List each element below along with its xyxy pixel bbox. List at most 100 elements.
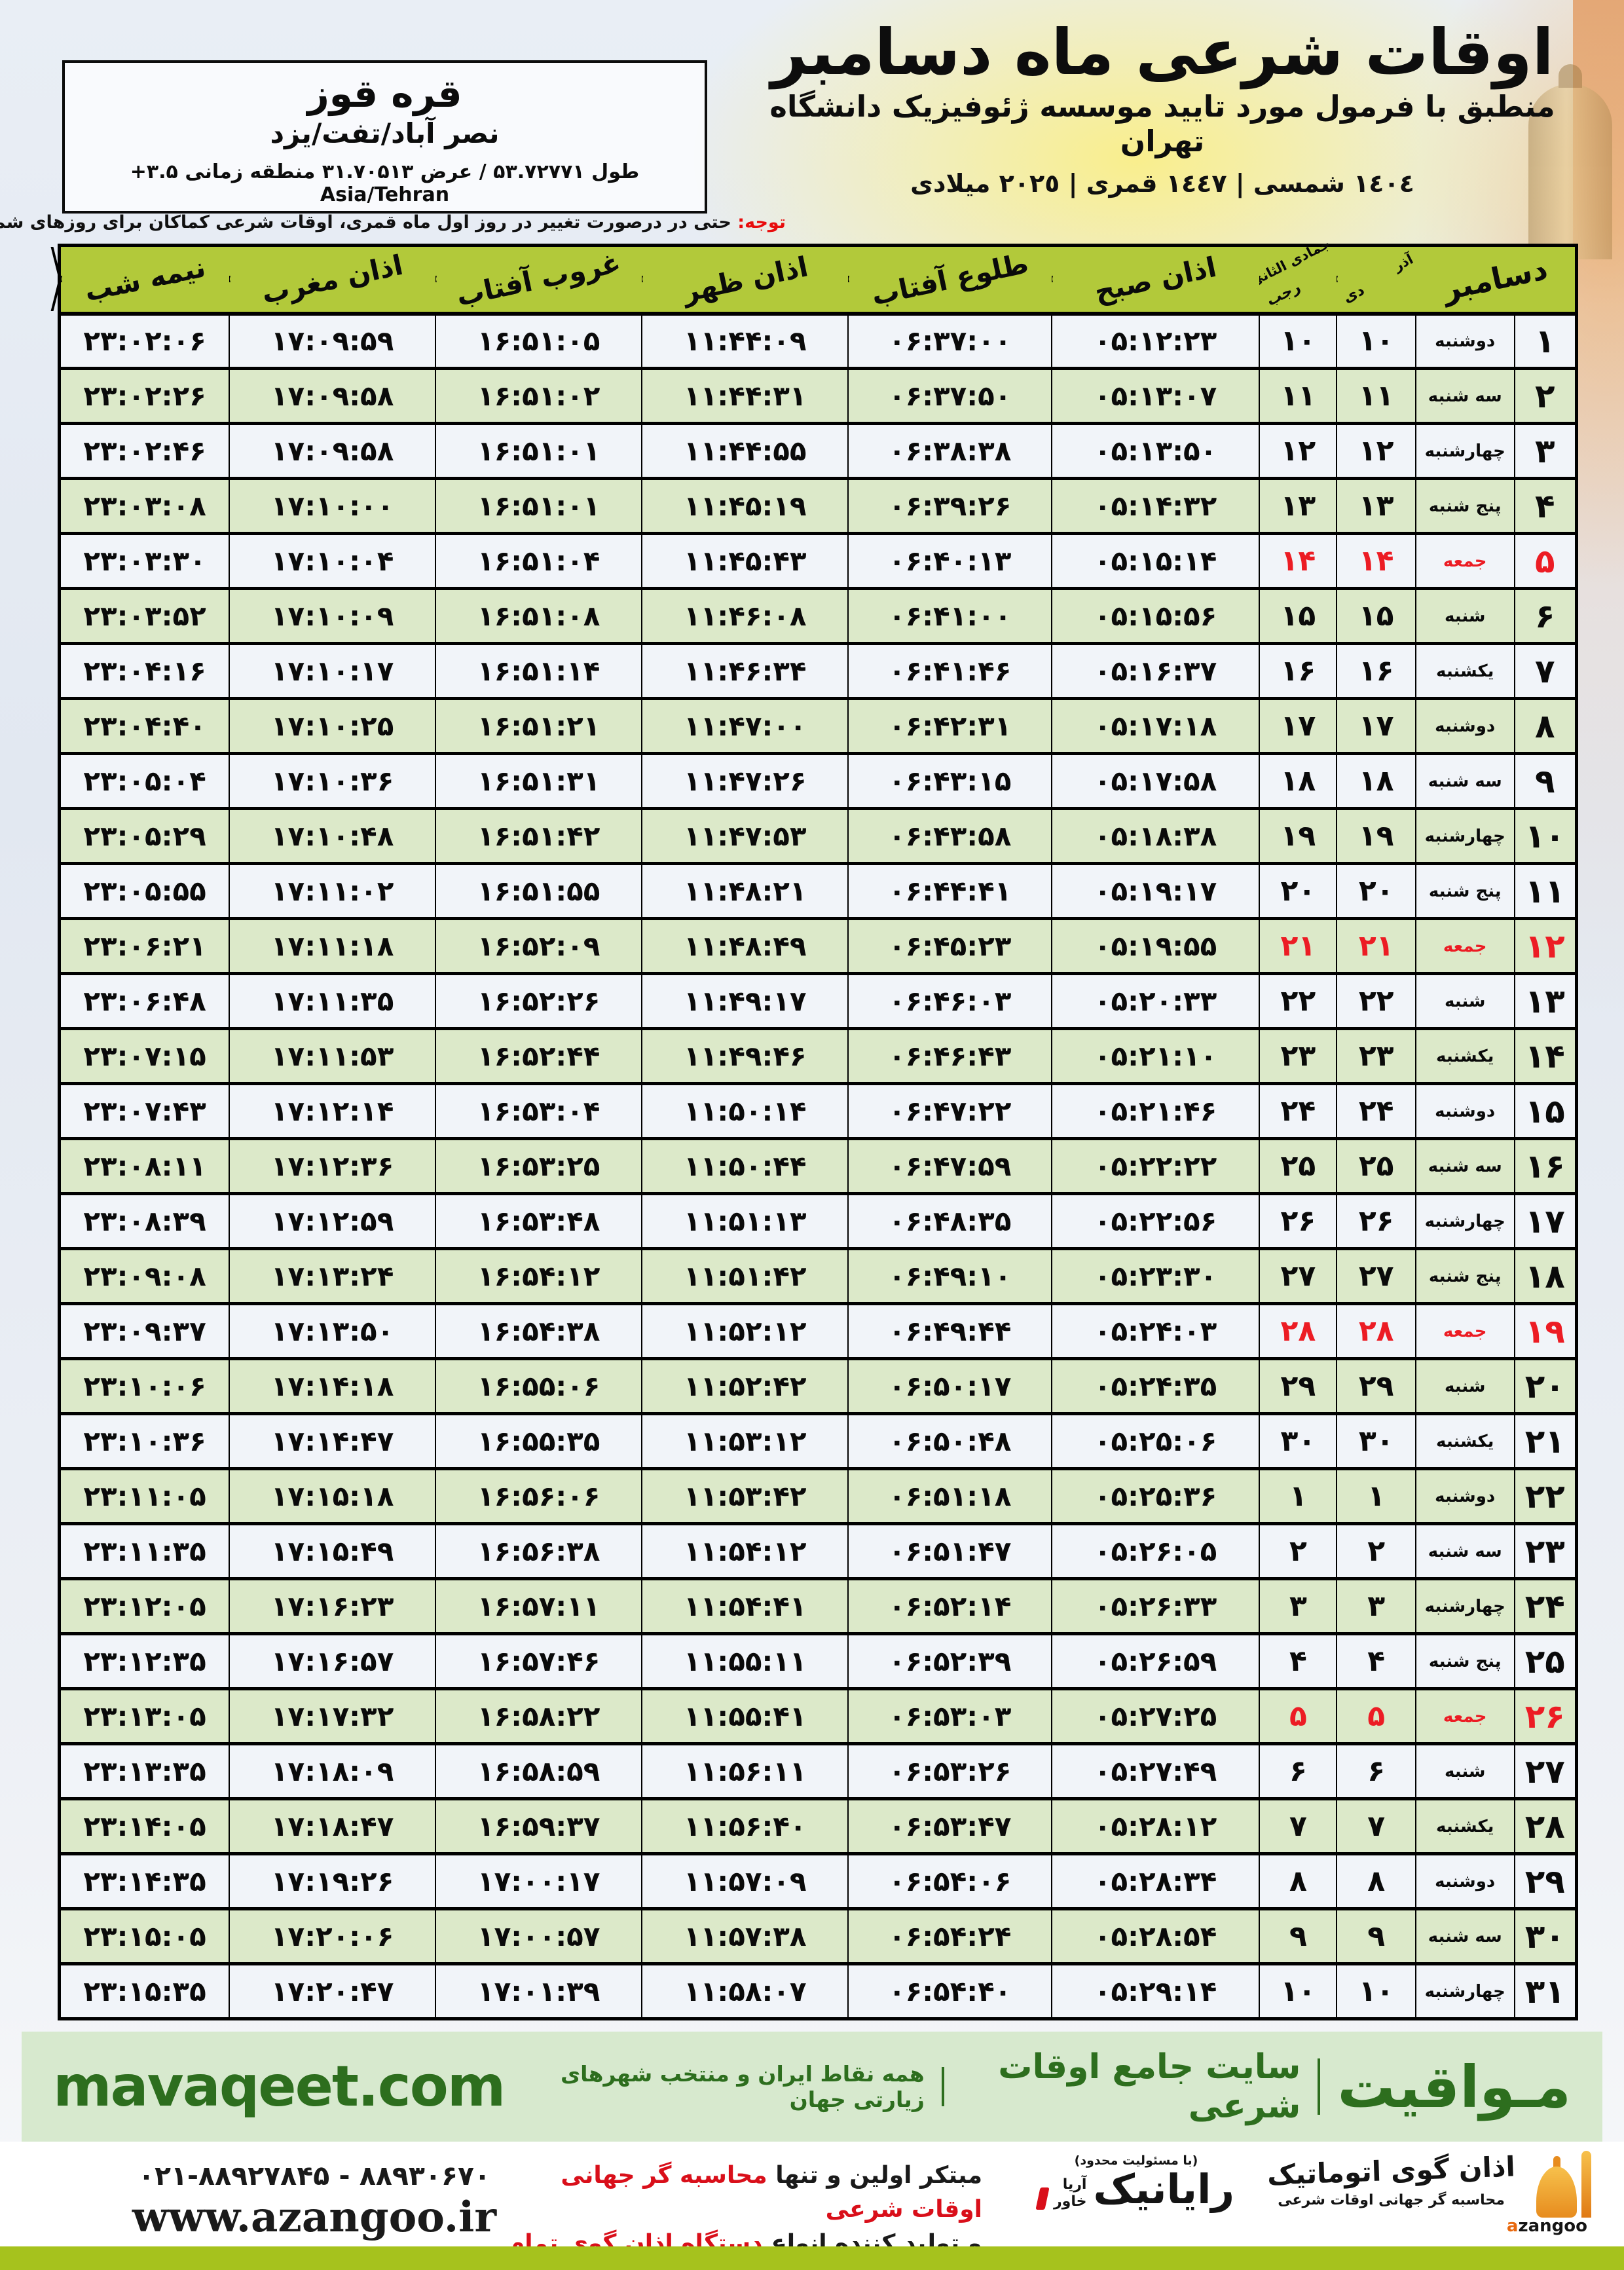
sunset-time: ۱۶:۵۱:۵۵ bbox=[435, 862, 643, 920]
jalali-day-number: ۲ bbox=[1336, 1522, 1416, 1580]
midnight-time: ۲۳:۱۴:۰۵ bbox=[58, 1797, 231, 1855]
maghrib-time: ۱۷:۱۴:۴۷ bbox=[229, 1412, 437, 1470]
midnight-time: ۲۳:۱۰:۳۶ bbox=[58, 1412, 231, 1470]
weekday-name: دوشنبه bbox=[1414, 697, 1515, 754]
fajr-time: ۰۵:۲۷:۴۹ bbox=[1050, 1742, 1261, 1800]
december-day-number: ۳۱ bbox=[1513, 1962, 1578, 2020]
header-dhuhr: اذان ظهر bbox=[642, 245, 849, 316]
midnight-time: ۲۳:۰۸:۱۱ bbox=[58, 1137, 231, 1195]
table-row: ۳ چهارشنبه ۱۲ ۱۲ ۰۵:۱۳:۵۰ ۰۶:۳۸:۳۸ ۱۱:۴۴… bbox=[58, 422, 1578, 479]
sunset-time: ۱۶:۵۹:۳۷ bbox=[435, 1797, 643, 1855]
table-row: ۱۴ یکشنبه ۲۳ ۲۳ ۰۵:۲۱:۱۰ ۰۶:۴۶:۴۳ ۱۱:۴۹:… bbox=[58, 1027, 1578, 1085]
december-day-number: ۲۰ bbox=[1513, 1357, 1578, 1415]
dhuhr-time: ۱۱:۵۵:۱۱ bbox=[641, 1632, 849, 1690]
contact-block: ۰۲۱-۸۸۹۲۷۸۴۵ - ۸۸۹۳۰۶۷۰ www.azangoo.ir bbox=[111, 2160, 517, 2242]
azangoo-brand: azangoo bbox=[1507, 2216, 1587, 2236]
notice-text: حتی در درصورت تغییر در روز اول ماه قمری،… bbox=[0, 212, 731, 233]
dome-minaret bbox=[1581, 2151, 1591, 2218]
jalali-day-number: ۱۱ bbox=[1336, 367, 1416, 424]
dhuhr-time: ۱۱:۴۴:۳۱ bbox=[641, 367, 849, 424]
midnight-time: ۲۳:۱۱:۳۵ bbox=[58, 1522, 231, 1580]
sunrise-time: ۰۶:۵۰:۱۷ bbox=[847, 1357, 1052, 1415]
sunset-time: ۱۶:۵۴:۱۲ bbox=[435, 1247, 643, 1305]
december-day-number: ۲ bbox=[1513, 367, 1578, 424]
sunrise-time: ۰۶:۳۷:۰۰ bbox=[847, 312, 1052, 369]
jalali-day-number: ۱۶ bbox=[1336, 642, 1416, 699]
header-midnight: نیمه شب bbox=[59, 245, 230, 316]
hijri-day-number: ۱۲ bbox=[1259, 422, 1338, 479]
sunset-time: ۱۶:۵۷:۴۶ bbox=[435, 1632, 643, 1690]
table-row: ۲۶ جمعه ۵ ۵ ۰۵:۲۷:۲۵ ۰۶:۵۳:۰۳ ۱۱:۵۵:۴۱ ۱… bbox=[58, 1687, 1578, 1745]
sunrise-time: ۰۶:۳۹:۲۶ bbox=[847, 477, 1052, 534]
sunrise-time: ۰۶:۵۲:۳۹ bbox=[847, 1632, 1052, 1690]
jalali-day-number: ۲۵ bbox=[1336, 1137, 1416, 1195]
fajr-time: ۰۵:۱۵:۵۶ bbox=[1050, 587, 1261, 644]
sunrise-time: ۰۶:۴۱:۴۶ bbox=[847, 642, 1052, 699]
sunrise-time: ۰۶:۳۸:۳۸ bbox=[847, 422, 1052, 479]
sunset-time: ۱۶:۵۱:۰۵ bbox=[435, 312, 643, 369]
sunset-time: ۱۶:۵۲:۴۴ bbox=[435, 1027, 643, 1085]
sunset-time: ۱۶:۵۱:۳۱ bbox=[435, 752, 643, 809]
december-day-number: ۱۳ bbox=[1513, 972, 1578, 1030]
bottom-green-bar bbox=[0, 2246, 1624, 2270]
midnight-time: ۲۳:۱۳:۳۵ bbox=[58, 1742, 231, 1800]
december-day-number: ۲۳ bbox=[1513, 1522, 1578, 1580]
midnight-time: ۲۳:۰۴:۴۰ bbox=[58, 697, 231, 754]
sunrise-time: ۰۶:۳۷:۵۰ bbox=[847, 367, 1052, 424]
page-title: اوقات شرعی ماه دسامبر bbox=[771, 16, 1554, 89]
december-day-number: ۲۸ bbox=[1513, 1797, 1578, 1855]
dhuhr-time: ۱۱:۴۵:۱۹ bbox=[641, 477, 849, 534]
weekday-name: دوشنبه bbox=[1414, 1852, 1515, 1910]
weekday-name: سه شنبه bbox=[1414, 1907, 1515, 1965]
sunset-time: ۱۶:۵۸:۲۲ bbox=[435, 1687, 643, 1745]
maghrib-time: ۱۷:۰۹:۵۸ bbox=[229, 367, 437, 424]
sunrise-time: ۰۶:۴۸:۳۵ bbox=[847, 1192, 1052, 1250]
maghrib-time: ۱۷:۱۹:۲۶ bbox=[229, 1852, 437, 1910]
hijri-day-number: ۱۵ bbox=[1259, 587, 1338, 644]
fajr-time: ۰۵:۲۰:۳۳ bbox=[1050, 972, 1261, 1030]
december-day-number: ۳۰ bbox=[1513, 1907, 1578, 1965]
fajr-time: ۰۵:۲۶:۰۵ bbox=[1050, 1522, 1261, 1580]
minaret-illustration bbox=[1528, 64, 1612, 259]
mavaqeet-bar: مـواقیت سایت جامع اوقات شرعی همه نقاط ای… bbox=[22, 2032, 1602, 2142]
fajr-time: ۰۵:۱۳:۰۷ bbox=[1050, 367, 1261, 424]
sunset-time: ۱۷:۰۱:۳۹ bbox=[435, 1962, 643, 2020]
fajr-time: ۰۵:۱۴:۳۲ bbox=[1050, 477, 1261, 534]
fajr-time: ۰۵:۲۷:۲۵ bbox=[1050, 1687, 1261, 1745]
sunrise-time: ۰۶:۴۳:۱۵ bbox=[847, 752, 1052, 809]
midnight-time: ۲۳:۰۶:۲۱ bbox=[58, 917, 231, 975]
fajr-time: ۰۵:۲۸:۱۲ bbox=[1050, 1797, 1261, 1855]
hijri-day-number: ۲۹ bbox=[1259, 1357, 1338, 1415]
rayanik-logo: (با مسئولیت محدود) رایانیک آریا خاور bbox=[1012, 2153, 1261, 2210]
weekday-name: شنبه bbox=[1414, 587, 1515, 644]
header-hijri-month: جمادی الثانی رجب bbox=[1247, 236, 1337, 316]
hijri-day-number: ۲۱ bbox=[1259, 917, 1338, 975]
table-row: ۲۷ شنبه ۶ ۶ ۰۵:۲۷:۴۹ ۰۶:۵۳:۲۶ ۱۱:۵۶:۱۱ ۱… bbox=[58, 1742, 1578, 1800]
maghrib-time: ۱۷:۱۰:۳۶ bbox=[229, 752, 437, 809]
december-day-number: ۲۶ bbox=[1513, 1687, 1578, 1745]
hijri-day-number: ۱۹ bbox=[1259, 807, 1338, 865]
sunrise-time: ۰۶:۴۳:۵۸ bbox=[847, 807, 1052, 865]
weekday-name: یکشنبه bbox=[1414, 1412, 1515, 1470]
jalali-day-number: ۲۴ bbox=[1336, 1082, 1416, 1140]
december-day-number: ۱۶ bbox=[1513, 1137, 1578, 1195]
table-header: دسامبر آذر دی جمادی الثانی رجب اذان صبح … bbox=[59, 236, 1577, 316]
jalali-day-number: ۸ bbox=[1336, 1852, 1416, 1910]
jalali-day-number: ۱۴ bbox=[1336, 532, 1416, 589]
hijri-day-number: ۲۳ bbox=[1259, 1027, 1338, 1085]
maghrib-time: ۱۷:۲۰:۰۶ bbox=[229, 1907, 437, 1965]
dhuhr-time: ۱۱:۴۴:۵۵ bbox=[641, 422, 849, 479]
dhuhr-time: ۱۱:۵۱:۴۲ bbox=[641, 1247, 849, 1305]
midnight-time: ۲۳:۱۰:۰۶ bbox=[58, 1357, 231, 1415]
hijri-day-number: ۱۷ bbox=[1259, 697, 1338, 754]
midnight-time: ۲۳:۰۵:۵۵ bbox=[58, 862, 231, 920]
dhuhr-time: ۱۱:۵۲:۱۲ bbox=[641, 1302, 849, 1360]
december-day-number: ۹ bbox=[1513, 752, 1578, 809]
weekday-name: چهارشنبه bbox=[1414, 1192, 1515, 1250]
weekday-name: شنبه bbox=[1414, 1742, 1515, 1800]
december-day-number: ۵ bbox=[1513, 532, 1578, 589]
hijri-day-number: ۱۸ bbox=[1259, 752, 1338, 809]
hijri-day-number: ۸ bbox=[1259, 1852, 1338, 1910]
weekday-name: جمعه bbox=[1414, 917, 1515, 975]
